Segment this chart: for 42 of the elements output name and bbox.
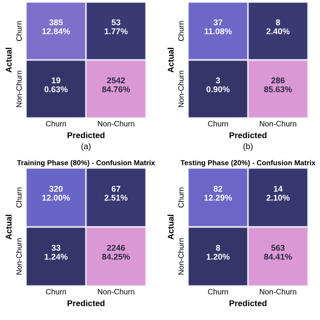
annotation: 84.25% [102,254,130,260]
annotation: 0.63% [44,86,68,92]
annotation: 11.08% [204,28,232,34]
data-label: 19 [52,77,60,84]
y-axis-title: Actual [6,48,12,73]
annotation: 0.90% [206,86,230,92]
annotation: 1.20% [206,254,230,260]
data-label: 320 [49,186,63,192]
data-label: 2542 [107,77,125,84]
text: (a) [81,143,91,151]
data-label: 8 [216,244,220,251]
data-label: 385 [49,19,63,26]
annotation: 12.00% [42,194,70,201]
data-label: 82 [214,186,222,192]
text: (b) [243,143,253,151]
data-label: 286 [271,77,285,84]
data-label: 53 [112,19,120,26]
x-axis-title: Predicted [230,132,266,138]
x-axis-title: Predicted [68,132,104,138]
y-axis-title: Actual [6,214,12,240]
data-label: 33 [52,244,60,251]
data-label: 37 [214,19,222,26]
data-label: 67 [112,186,120,192]
annotation: 2.40% [266,28,290,34]
data-label: 2246 [107,244,125,251]
y-axis-title: Actual [168,48,174,73]
x-axis-title: Predicted [230,300,266,306]
data-label: 3 [216,77,220,84]
data-label: 14 [274,186,283,192]
annotation: 12.29% [204,194,232,201]
annotation: 2.51% [104,194,128,201]
annotation: 2.10% [266,194,290,201]
annotation: 84.76% [102,86,130,92]
annotation: 12.84% [42,28,70,34]
x-axis-title: Predicted [68,300,104,306]
annotation: 1.77% [104,28,128,34]
annotation: 1.24% [44,254,68,260]
data-label: 8 [276,19,280,26]
y-axis-title: Actual [168,214,174,240]
data-label: 563 [271,244,285,251]
annotation: 84.41% [264,254,292,260]
annotation: 85.63% [264,86,292,92]
